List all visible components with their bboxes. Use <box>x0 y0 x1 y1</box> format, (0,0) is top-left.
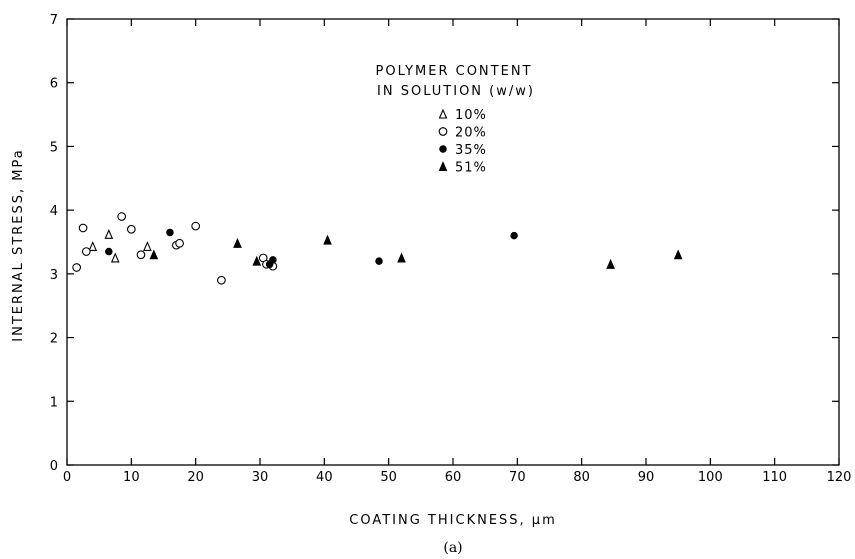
data-point-filled-triangle <box>673 249 683 260</box>
x-tick-label: 0 <box>63 470 71 485</box>
y-tick-label: 6 <box>50 77 58 92</box>
y-tick-label: 2 <box>50 332 58 347</box>
x-tick-label: 20 <box>187 470 204 485</box>
data-point-filled-triangle <box>149 249 159 260</box>
tick-marks <box>66 18 840 466</box>
series-filled-circle <box>105 228 518 269</box>
data-point-filled-triangle <box>397 252 406 263</box>
legend-label: 51% <box>455 161 487 176</box>
y-tick-label: 3 <box>50 268 58 283</box>
y-tick-label: 1 <box>50 395 58 410</box>
legend-item: 10% <box>438 108 487 123</box>
x-tick-label: 80 <box>573 470 590 485</box>
legend-label: 20% <box>455 126 487 141</box>
data-point-open-circle <box>136 250 146 260</box>
data-point-open-circle <box>72 263 81 272</box>
x-tick-label: 50 <box>380 470 397 485</box>
data-point-open-triangle <box>88 241 98 252</box>
data-point-open-circle <box>126 224 136 234</box>
legend-marker-filled-triangle <box>438 161 448 172</box>
legend-entries: 10% 20% 35% 51% <box>438 108 487 176</box>
y-tick-label: 4 <box>50 204 58 219</box>
legend-item: 20% <box>438 126 487 141</box>
data-point-open-circle <box>117 212 127 221</box>
data-point-filled-circle <box>166 228 174 237</box>
legend-label: 10% <box>455 108 487 123</box>
x-tick-label: 10 <box>123 470 140 485</box>
legend-item: 51% <box>438 161 487 176</box>
data-point-filled-triangle <box>606 258 615 269</box>
data-point-filled-triangle <box>323 234 332 245</box>
x-tick-label: 110 <box>762 470 787 485</box>
legend-item: 35% <box>439 143 487 158</box>
series-filled-triangle <box>149 234 683 269</box>
legend-title-line2: IN SOLUTION (w/w) <box>377 84 535 99</box>
data-point-open-circle <box>78 223 88 233</box>
data-point-open-circle <box>175 238 184 248</box>
data-point-filled-triangle <box>252 255 262 266</box>
data-point-open-triangle <box>104 228 114 239</box>
tick-labels: 0 10 20 30 40 50 60 70 80 90 100 110 120 0 1 2 3 4 5 6 7 <box>50 13 852 485</box>
data-points <box>72 212 683 285</box>
y-tick-label: 0 <box>50 459 58 474</box>
y-tick-label: 7 <box>50 13 58 28</box>
x-tick-label: 90 <box>638 470 655 485</box>
series-open-triangle <box>88 228 152 263</box>
data-point-filled-circle <box>375 257 383 265</box>
x-tick-label: 70 <box>509 470 526 485</box>
x-tick-label: 30 <box>252 470 269 485</box>
legend: POLYMER CONTENT IN SOLUTION (w/w) 10% 20%… <box>376 64 535 176</box>
x-tick-label: 120 <box>827 470 852 485</box>
data-point-open-circle <box>217 275 226 285</box>
legend-label: 35% <box>455 143 487 158</box>
data-point-open-triangle <box>143 241 152 252</box>
data-point-filled-circle <box>105 247 113 256</box>
x-axis-title: COATING THICKNESS, μm <box>349 513 556 528</box>
legend-marker-open-triangle <box>438 108 448 119</box>
data-point-open-circle <box>81 247 91 256</box>
x-tick-label: 40 <box>316 470 333 485</box>
x-tick-label: 60 <box>445 470 462 485</box>
legend-marker-filled-circle <box>439 145 447 153</box>
data-point-open-triangle <box>110 252 120 263</box>
legend-title-line1: POLYMER CONTENT <box>376 64 533 79</box>
y-tick-label: 5 <box>50 140 58 155</box>
data-point-filled-circle <box>269 256 277 264</box>
x-tick-label: 100 <box>698 470 723 485</box>
legend-marker-open-circle <box>438 127 448 136</box>
data-point-open-circle <box>191 221 201 231</box>
series-open-circle <box>72 212 278 285</box>
figure-caption: (a) <box>443 540 462 556</box>
data-point-filled-triangle <box>233 237 242 248</box>
y-axis-title: INTERNAL STRESS, MPa <box>11 148 26 341</box>
data-point-filled-circle <box>510 231 518 240</box>
